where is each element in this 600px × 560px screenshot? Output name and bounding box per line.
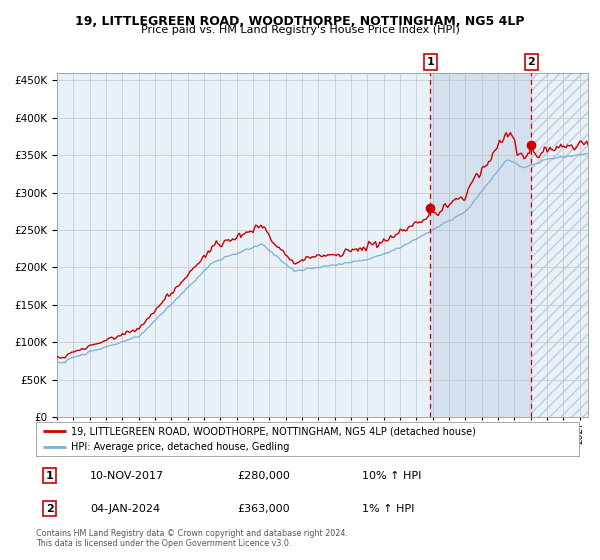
Text: 1: 1 bbox=[427, 57, 434, 67]
Text: HPI: Average price, detached house, Gedling: HPI: Average price, detached house, Gedl… bbox=[71, 442, 290, 452]
Text: This data is licensed under the Open Government Licence v3.0.: This data is licensed under the Open Gov… bbox=[36, 539, 292, 548]
Text: £363,000: £363,000 bbox=[237, 504, 290, 514]
Text: 2: 2 bbox=[527, 57, 535, 67]
Text: 19, LITTLEGREEN ROAD, WOODTHORPE, NOTTINGHAM, NG5 4LP: 19, LITTLEGREEN ROAD, WOODTHORPE, NOTTIN… bbox=[75, 15, 525, 27]
Bar bbox=[532, 73, 588, 417]
Text: £280,000: £280,000 bbox=[237, 471, 290, 480]
Text: 04-JAN-2024: 04-JAN-2024 bbox=[91, 504, 160, 514]
Text: 19, LITTLEGREEN ROAD, WOODTHORPE, NOTTINGHAM, NG5 4LP (detached house): 19, LITTLEGREEN ROAD, WOODTHORPE, NOTTIN… bbox=[71, 426, 476, 436]
Text: 1: 1 bbox=[46, 471, 53, 480]
Bar bbox=[430, 73, 532, 417]
Text: Price paid vs. HM Land Registry's House Price Index (HPI): Price paid vs. HM Land Registry's House … bbox=[140, 25, 460, 35]
Text: Contains HM Land Registry data © Crown copyright and database right 2024.: Contains HM Land Registry data © Crown c… bbox=[36, 529, 348, 538]
Text: 2: 2 bbox=[46, 504, 53, 514]
Text: 1% ↑ HPI: 1% ↑ HPI bbox=[362, 504, 414, 514]
Text: 10-NOV-2017: 10-NOV-2017 bbox=[91, 471, 164, 480]
Bar bbox=[532, 73, 588, 417]
Text: 10% ↑ HPI: 10% ↑ HPI bbox=[362, 471, 421, 480]
